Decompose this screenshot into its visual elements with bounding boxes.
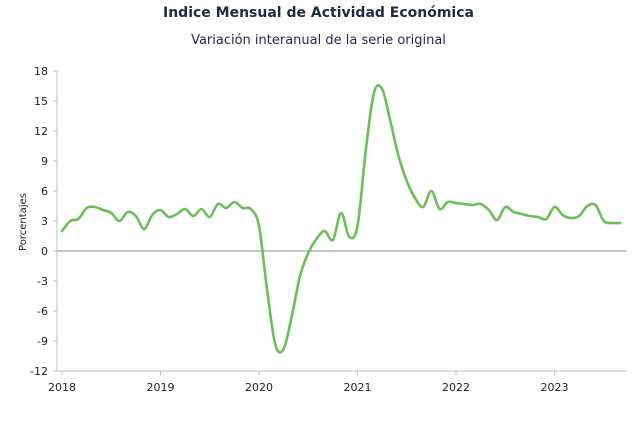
y-tick-label: 0 (41, 245, 48, 258)
y-tick-label: -3 (37, 275, 48, 288)
y-tick-label: 15 (34, 95, 48, 108)
y-tick-label: -9 (37, 335, 48, 348)
x-tick-label: 2019 (147, 381, 175, 394)
x-tick-label: 2018 (48, 381, 76, 394)
chart-title: Indice Mensual de Actividad Económica (163, 5, 474, 21)
x-tick-label: 2020 (245, 381, 273, 394)
x-tick-label: 2021 (344, 381, 372, 394)
series-line (60, 84, 622, 354)
series-group (60, 84, 622, 354)
y-tick-label: 18 (34, 65, 48, 78)
y-tick-label: -6 (37, 305, 48, 318)
y-tick-label: 6 (41, 185, 48, 198)
y-axis-label: Porcentajes (18, 193, 29, 251)
x-axis: 2018 2019 2020 2021 2022 2023 (48, 370, 627, 394)
y-tick-label: 3 (41, 215, 48, 228)
x-tick-label: 2023 (541, 381, 569, 394)
y-tick-label: 12 (34, 125, 48, 138)
y-tick-label: 9 (41, 155, 48, 168)
y-axis: 18 15 12 9 6 3 0 -3 -6 -9 -12 (30, 65, 627, 378)
y-tick-label: -12 (30, 365, 48, 378)
x-tick-label: 2022 (442, 381, 470, 394)
chart-subtitle: Variación interanual de la serie origina… (191, 33, 446, 48)
